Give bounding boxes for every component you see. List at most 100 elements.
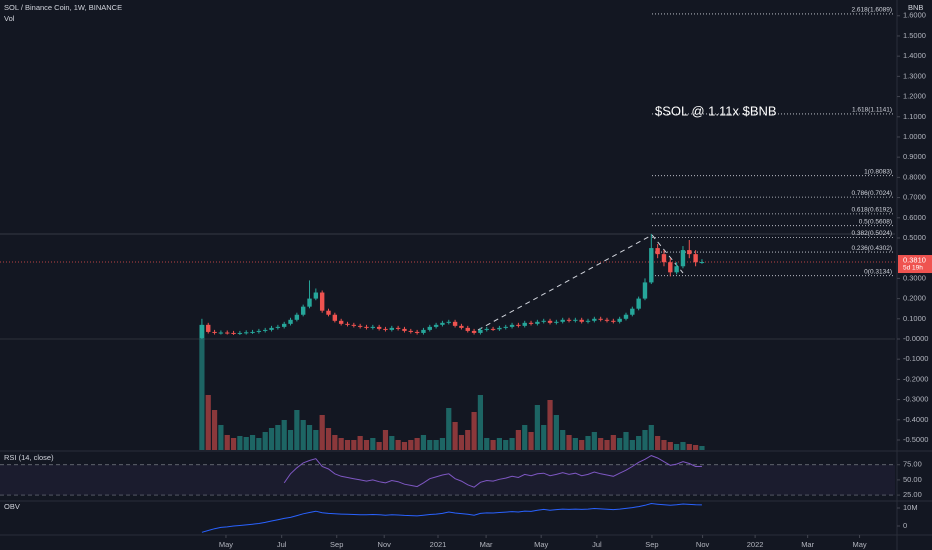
fib-label: 0.382(0.5024) (852, 230, 892, 237)
candle-body (427, 326, 432, 330)
volume-bar (433, 440, 439, 450)
currency-label: BNB (908, 3, 923, 12)
candle-body (357, 325, 363, 327)
y-tick-label: -0.1000 (903, 354, 928, 363)
volume-bar (230, 438, 237, 450)
y-tick-label: -0.2000 (903, 374, 928, 383)
candle-body (579, 319, 584, 322)
fib-label: 0.5(0.5608) (859, 218, 892, 225)
volume-bar (490, 440, 496, 450)
candle-body (319, 292, 325, 311)
volume-bar (572, 438, 578, 450)
obv-tick-label: 10M (903, 503, 918, 512)
candle-body (294, 314, 300, 320)
volume-bar (389, 436, 395, 450)
volume-bar (256, 438, 262, 450)
candle-body (225, 332, 230, 334)
volume-bar (363, 440, 370, 450)
volume-bar (496, 438, 503, 450)
y-tick-label: 0.8000 (903, 172, 926, 181)
candle-body (566, 319, 572, 321)
rsi-band (0, 464, 895, 496)
volume-bar (300, 420, 306, 450)
volume-bar (458, 435, 465, 450)
volume-bar (268, 428, 275, 450)
candle-body (522, 322, 527, 326)
volume-bar (439, 438, 446, 450)
volume-bar (604, 440, 610, 450)
candle-body (364, 326, 369, 328)
y-tick-label: -0.5000 (903, 435, 928, 444)
candle-body (269, 327, 274, 330)
x-tick-label: Nov (378, 540, 392, 549)
volume-bar (585, 436, 591, 450)
symbol-title: SOL / Binance Coin, 1W, BINANCE (4, 3, 122, 12)
candle-body (345, 323, 350, 325)
candle-body (516, 324, 521, 326)
volume-bar (465, 430, 471, 450)
volume-bar (281, 420, 287, 450)
volume-bar (306, 425, 313, 450)
volume-bar (471, 412, 477, 450)
volume-bar (319, 415, 325, 450)
volume-bar (560, 430, 566, 450)
fib-label: 0(0.3134) (864, 268, 892, 275)
volume-bar (325, 428, 332, 450)
candle-body (275, 326, 281, 328)
fib-label: 2.618(1.6089) (852, 7, 892, 14)
x-tick-label: May (534, 540, 548, 549)
candle-body (338, 320, 344, 324)
trend-drawing (477, 234, 653, 331)
candle-body (699, 262, 705, 264)
candle-body (604, 319, 610, 321)
y-tick-label: 0.3000 (903, 273, 926, 282)
volume-bar (610, 435, 616, 450)
candle-body (383, 328, 388, 330)
candle-body (212, 331, 217, 333)
price-tag (898, 255, 932, 274)
candle-body (421, 329, 426, 333)
y-tick-label: 0.7000 (903, 193, 926, 202)
y-tick-label: 1.4000 (903, 51, 926, 60)
candle-body (471, 330, 477, 333)
volume-bar (547, 400, 553, 450)
candle-body (402, 328, 407, 331)
volume-bar (414, 438, 420, 450)
candle-body (674, 266, 679, 273)
volume-label: Vol (4, 14, 15, 23)
candle-body (395, 327, 401, 329)
candle-body (630, 308, 635, 315)
candle-body (281, 323, 287, 327)
fib-label: 1(0.8083) (864, 168, 892, 175)
y-tick-label: -0.3000 (903, 395, 928, 404)
obv-title: OBV (4, 502, 20, 511)
candle-body (617, 318, 622, 322)
volume-bar (484, 438, 490, 450)
volume-bar (566, 435, 572, 450)
candle-body (573, 319, 578, 321)
obv-line (201, 502, 702, 533)
volume-bar (218, 425, 224, 450)
candle-body (376, 326, 382, 329)
x-tick-label: Jul (277, 540, 287, 549)
volume-bar (642, 430, 648, 450)
y-tick-label: 0.2000 (903, 294, 926, 303)
fib-label: 1.618(1.1141) (852, 107, 892, 114)
volume-bar (427, 440, 433, 450)
volume-bar (509, 438, 515, 450)
volume-bar (344, 440, 351, 450)
volume-bar (294, 410, 300, 450)
volume-bar (199, 325, 205, 450)
volume-bar (249, 435, 256, 450)
volume-bar (655, 436, 661, 450)
volume-bar (275, 425, 281, 450)
candle-body (326, 310, 331, 315)
x-tick-label: Nov (696, 540, 710, 549)
y-tick-label: 1.3000 (903, 71, 926, 80)
x-tick-label: May (852, 540, 866, 549)
volume-bar (648, 425, 654, 450)
candle-body (623, 314, 629, 319)
volume-bar (338, 438, 344, 450)
volume-bar (243, 437, 249, 450)
